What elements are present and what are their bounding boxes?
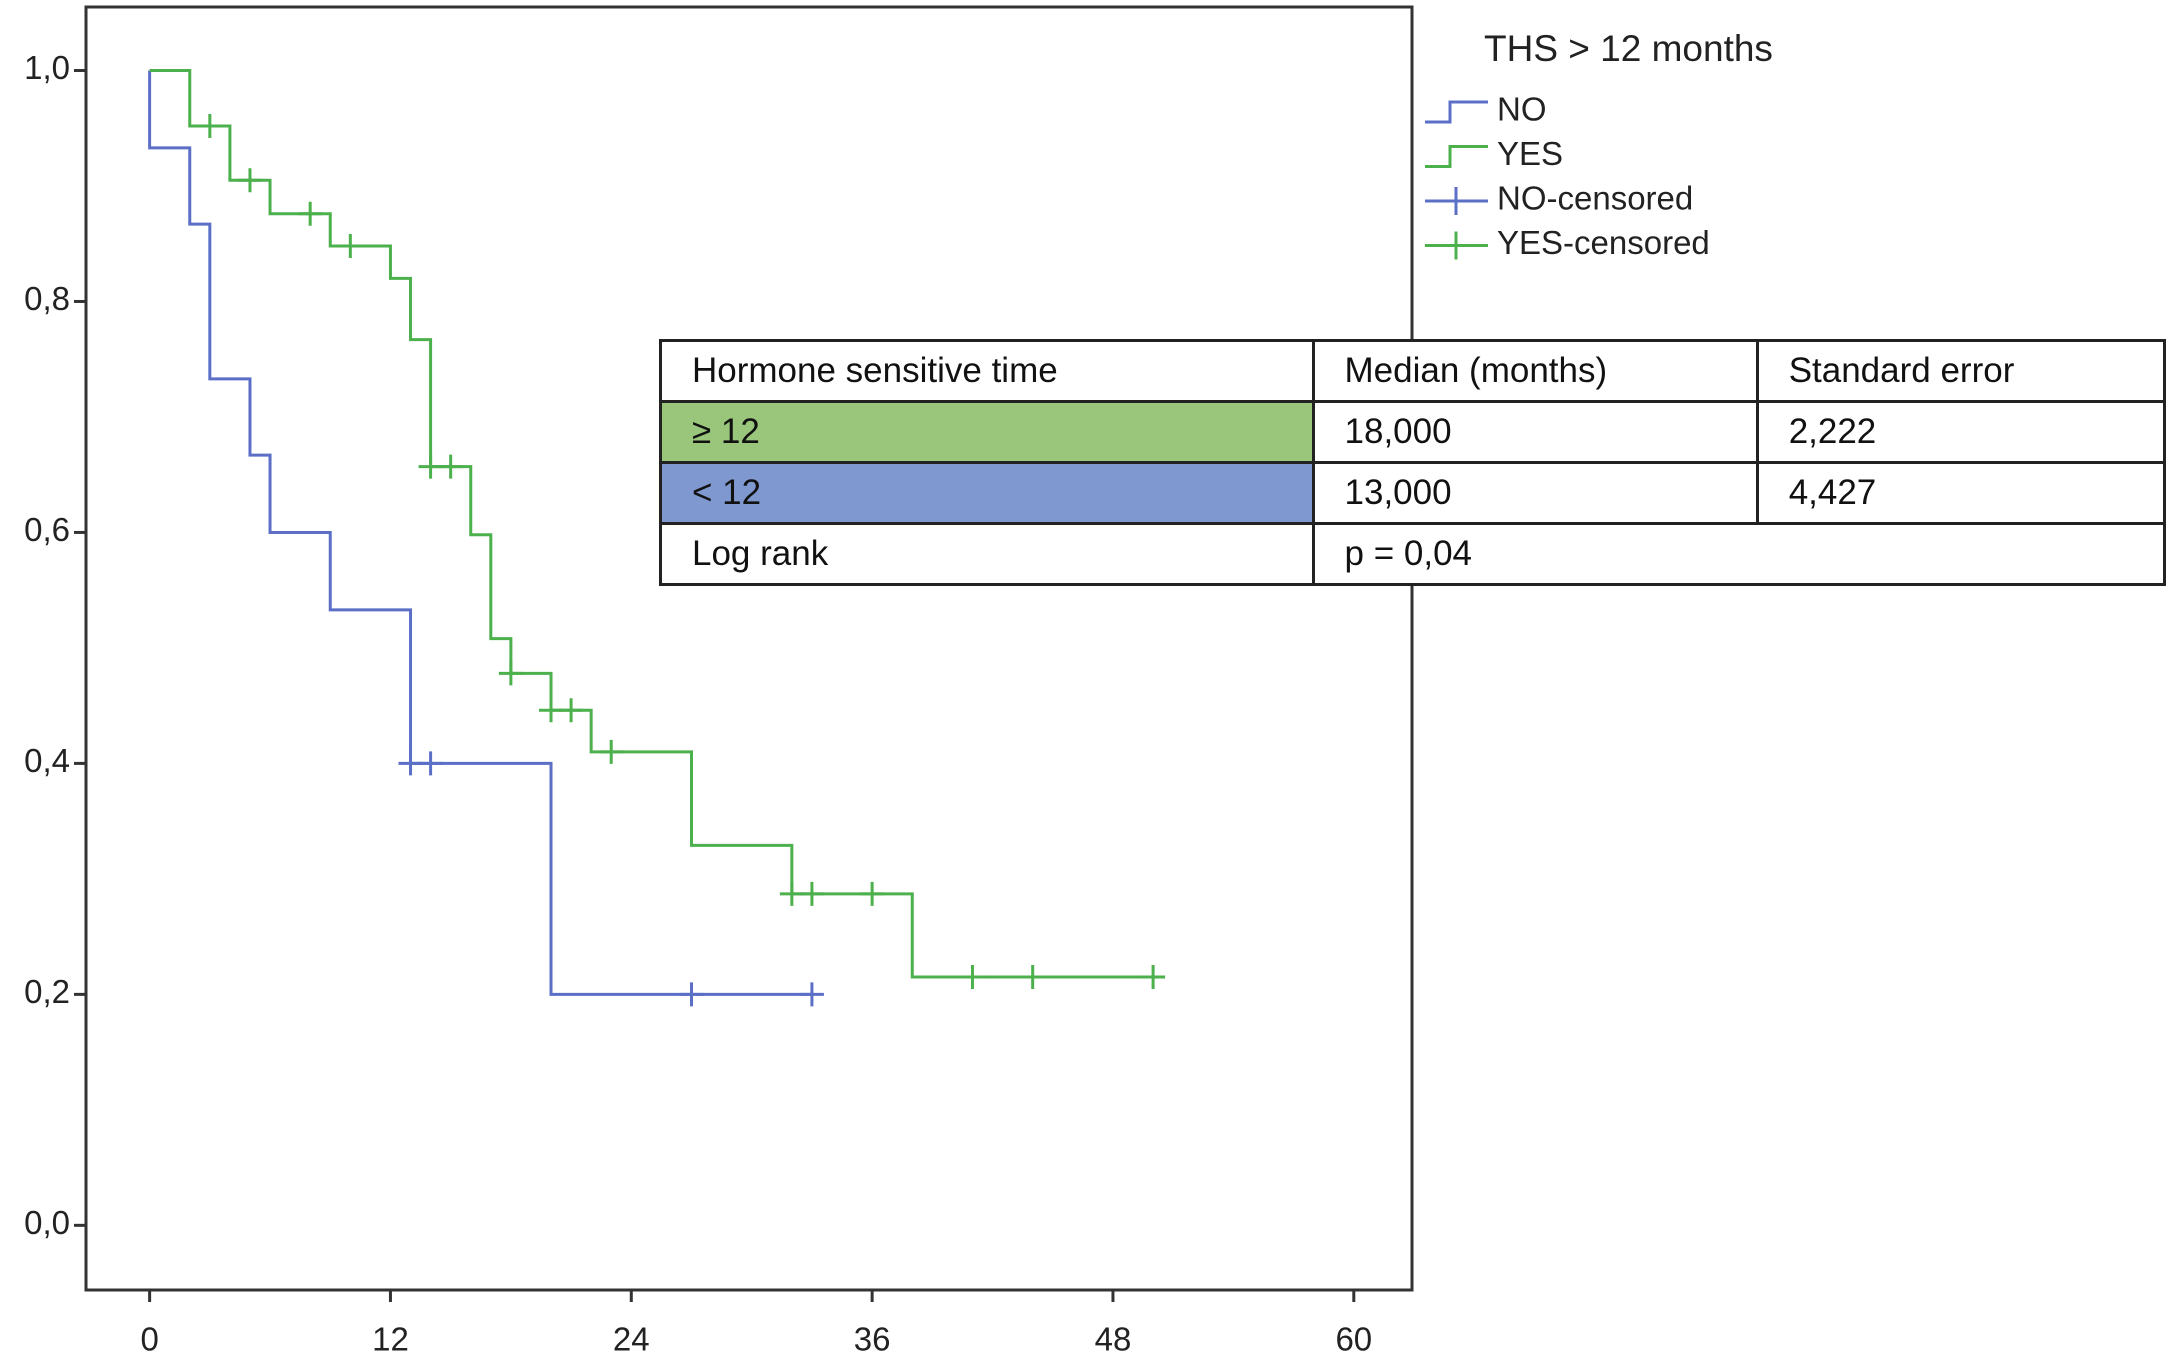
censor-mark [298, 201, 323, 226]
table-cell: Standard error [1755, 339, 2167, 403]
censor-mark [398, 751, 423, 776]
legend-label: NO-censored [1497, 180, 1693, 217]
x-tick-label: 60 [1335, 1321, 1372, 1358]
survival-curve [148, 70, 812, 996]
censor-mark [559, 698, 584, 723]
censor-mark [860, 881, 885, 906]
censor-mark [237, 168, 262, 193]
y-tick-label: 0,4 [24, 742, 70, 779]
legend-label: NO [1497, 91, 1547, 128]
table-cell: Median (months) [1311, 339, 1759, 403]
censor-mark [679, 982, 704, 1007]
legend-label: YES-censored [1497, 224, 1710, 261]
censor-mark [418, 751, 443, 776]
censor-mark [799, 881, 824, 906]
censor-mark [338, 234, 363, 259]
censor-mark [1141, 965, 1166, 990]
summary-table: Hormone sensitive time Median (months) Sta… [659, 339, 2167, 586]
table-cell: p = 0,04 [1311, 522, 2167, 586]
legend-symbol [1425, 187, 1488, 215]
censor-mark [599, 739, 624, 764]
survival-curve [149, 69, 1154, 979]
legend-symbol [1425, 231, 1488, 260]
table-row: Log rank p = 0,04 [659, 522, 2167, 586]
y-tick-label: 0,8 [24, 280, 70, 317]
y-tick-label: 1,0 [24, 49, 70, 86]
x-tick-label: 12 [372, 1321, 409, 1358]
censor-mark [779, 881, 804, 906]
legend-symbol [1425, 145, 1488, 168]
table-row: ≥ 12 18,000 2,222 [659, 400, 2167, 464]
table-row: < 12 13,000 4,427 [659, 461, 2167, 525]
x-tick-label: 48 [1095, 1321, 1132, 1358]
legend-symbol [1425, 100, 1488, 124]
table-cell: 18,000 [1311, 400, 1759, 464]
legend-title: THS > 12 months [1484, 28, 1773, 69]
censor-mark [418, 454, 443, 479]
table-row: Hormone sensitive time Median (months) Sta… [659, 339, 2167, 403]
y-tick-label: 0,6 [24, 511, 70, 548]
table-cell: ≥ 12 [659, 400, 1315, 464]
censor-mark [498, 661, 523, 686]
censor-mark [960, 965, 985, 990]
table-cell: 2,222 [1755, 400, 2167, 464]
censor-mark [438, 454, 463, 479]
table-cell: 4,427 [1755, 461, 2167, 525]
censor-mark [197, 113, 222, 138]
y-tick-label: 0,2 [24, 973, 70, 1010]
censor-mark [1020, 965, 1045, 990]
y-tick-label: 0,0 [24, 1204, 70, 1241]
x-tick-label: 0 [140, 1321, 158, 1358]
x-tick-label: 36 [854, 1321, 891, 1358]
plot-frame [84, 5, 1414, 1292]
table-cell: Hormone sensitive time [659, 339, 1315, 403]
censor-mark [539, 698, 564, 723]
legend-label: YES [1497, 135, 1563, 172]
censor-mark [799, 982, 824, 1007]
x-tick-label: 24 [613, 1321, 650, 1358]
table-cell: Log rank [659, 522, 1315, 586]
table-cell: < 12 [659, 461, 1315, 525]
table-cell: 13,000 [1311, 461, 1759, 525]
